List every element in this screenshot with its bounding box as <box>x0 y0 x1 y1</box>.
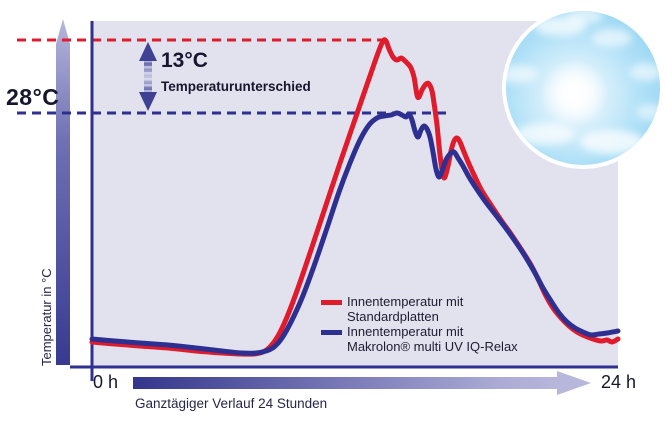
difference-value-label: 13°C <box>161 49 208 72</box>
legend-swatch-blue <box>321 330 342 335</box>
legend-item-standardplatten: Innentemperatur mit Standardplatten <box>321 294 518 324</box>
x-axis-start-label: 0 h <box>93 372 119 392</box>
x-axis-end-label: 24 h <box>601 372 637 392</box>
reference-temp-label: 28°C <box>6 84 60 110</box>
legend-label-line: Innentemperatur mit <box>347 324 464 339</box>
y-axis-gradient-arrow-icon <box>56 19 70 365</box>
legend-label-line: Makrolon® multi UV IQ-Relax <box>347 338 518 354</box>
difference-arrow-icon <box>139 42 157 111</box>
legend-swatch-red <box>321 300 342 305</box>
series-line-makrolon <box>89 110 621 356</box>
difference-text-label: Temperaturunterschied <box>161 79 311 94</box>
legend-label-line: Innentemperatur mit <box>347 294 464 309</box>
legend-item-makrolon: Innentemperatur mit Makrolon® multi UV I… <box>321 324 518 354</box>
sun-sky-photo <box>502 7 664 169</box>
x-axis-title: Ganztägiger Verlauf 24 Stunden <box>135 396 328 411</box>
legend: Innentemperatur mit Standardplatten Inne… <box>321 294 518 355</box>
legend-label-line: Standardplatten <box>347 308 439 324</box>
y-axis-title: Temperatur in °C <box>39 268 54 366</box>
x-axis-gradient-arrow-icon <box>133 371 591 395</box>
